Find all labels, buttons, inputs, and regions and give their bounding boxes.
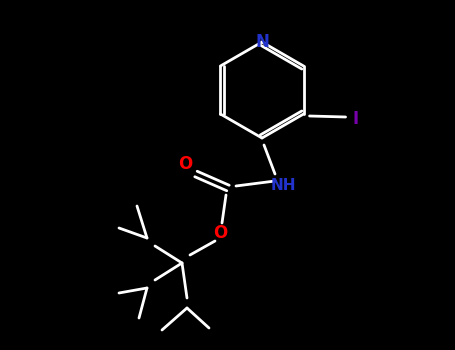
Text: O: O (178, 155, 192, 173)
Text: N: N (255, 33, 269, 51)
Text: NH: NH (270, 178, 296, 194)
Text: O: O (213, 224, 227, 242)
Text: I: I (353, 110, 359, 128)
